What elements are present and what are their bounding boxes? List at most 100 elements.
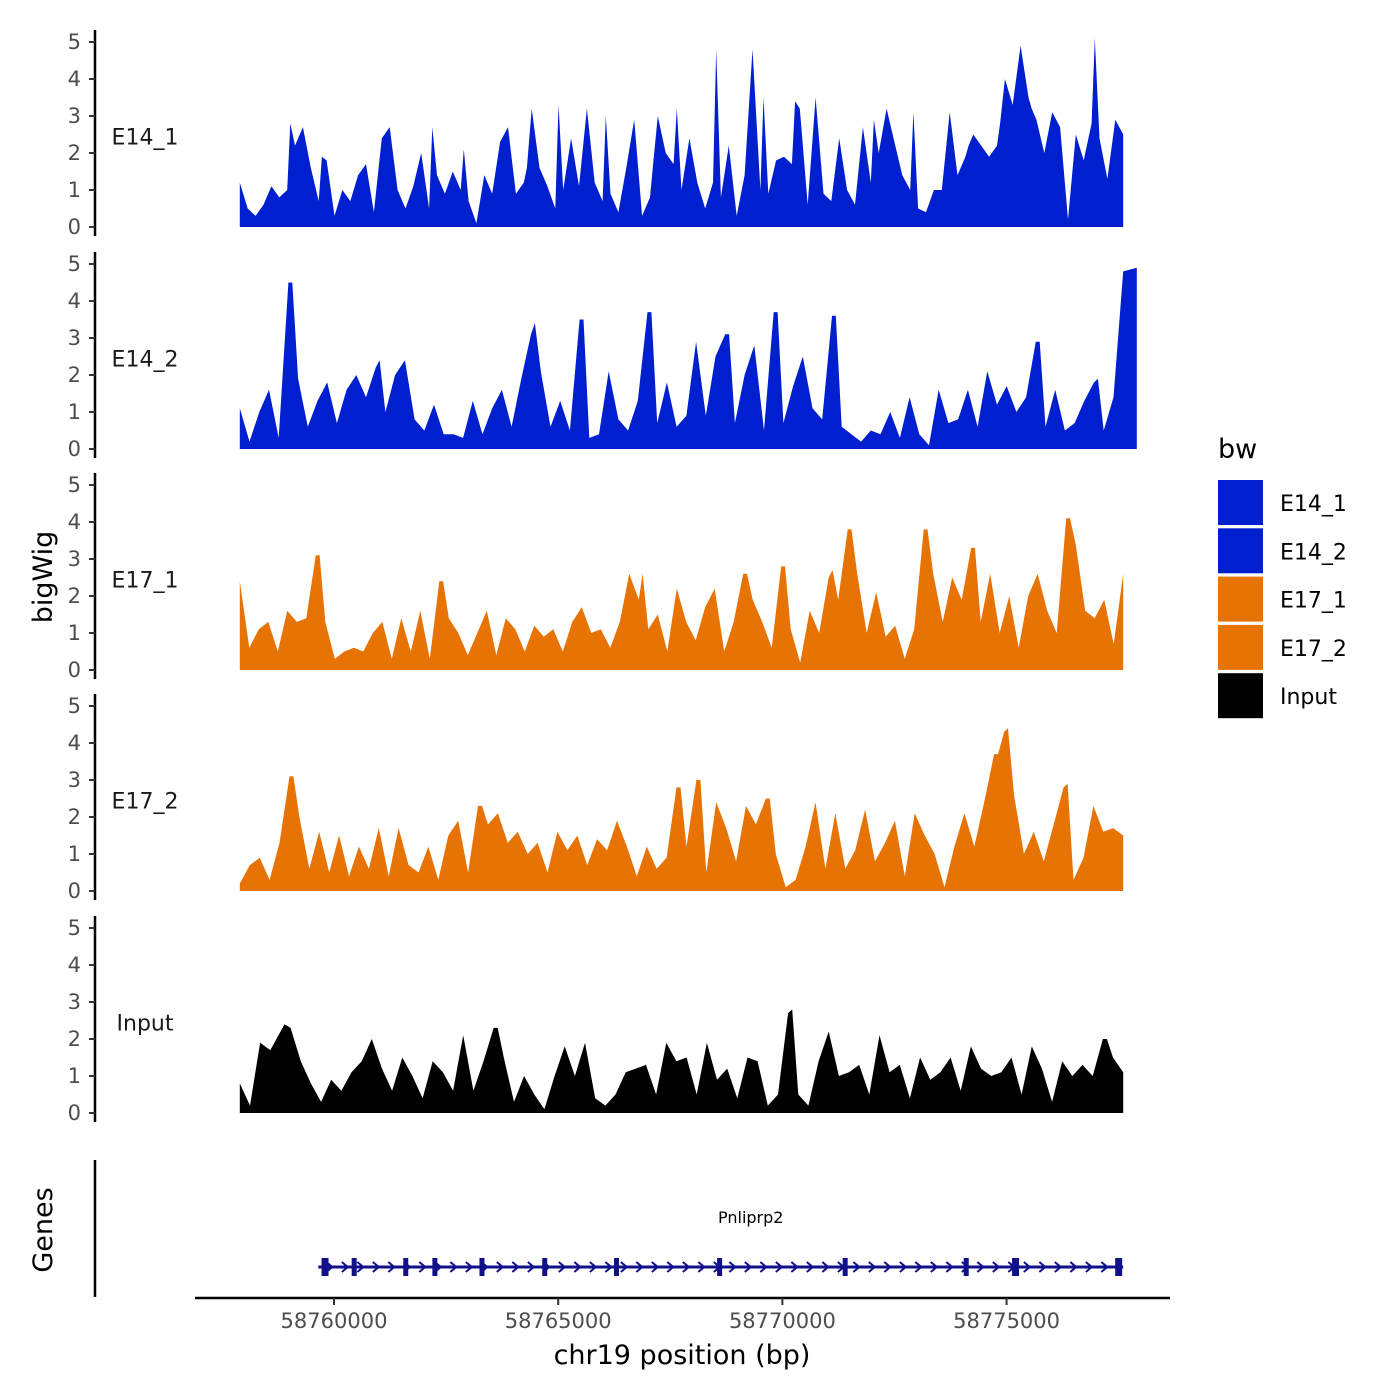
strand-arrow xyxy=(697,1261,706,1273)
y-tick-label: 5 xyxy=(68,916,81,940)
signal-area-E14_2 xyxy=(239,267,1137,449)
strand-arrow xyxy=(573,1261,582,1273)
bigwig-tracks: 0 1 2 3 4 5 E14_1 0 1 2 3 4 5 E14_2 0 1 2 3 4 5 E17_1 0 1 2 3 4 5 E… xyxy=(68,30,1137,1125)
strand-arrow xyxy=(1069,1261,1078,1273)
strand-arrow xyxy=(418,1261,427,1273)
y-tick-label: 4 xyxy=(68,731,81,755)
exon xyxy=(1012,1258,1020,1276)
legend-item-E17_2: E17_2 xyxy=(1218,624,1347,670)
exon xyxy=(432,1258,438,1276)
y-tick-label: 4 xyxy=(68,510,81,534)
y-tick-label: 0 xyxy=(68,1101,81,1125)
x-tick-label: 58765000 xyxy=(505,1309,612,1333)
legend-swatch xyxy=(1218,576,1263,622)
strand-arrow xyxy=(387,1261,396,1273)
y-tick-label: 3 xyxy=(68,990,81,1014)
y-tick-label: 2 xyxy=(68,1027,81,1051)
strand-arrow xyxy=(852,1261,861,1273)
strand-arrow xyxy=(775,1261,784,1273)
legend-label: E14_1 xyxy=(1280,492,1347,517)
exon xyxy=(717,1258,723,1276)
y-tick-label: 5 xyxy=(68,252,81,276)
x-axis: 58760000 58765000 58770000 58775000 xyxy=(195,1296,1170,1333)
track-Input: 0 1 2 3 4 5 Input xyxy=(68,916,1124,1125)
y-tick-label: 5 xyxy=(68,694,81,718)
strand-arrow xyxy=(666,1261,675,1273)
track-E17_2: 0 1 2 3 4 5 E17_2 xyxy=(68,694,1124,903)
legend-item-E17_1: E17_1 xyxy=(1218,576,1347,622)
y-tick-label: 2 xyxy=(68,584,81,608)
strand-arrow xyxy=(930,1261,939,1273)
strand-arrow xyxy=(558,1261,567,1273)
y-tick-label: 1 xyxy=(68,621,81,645)
y-tick-label: 2 xyxy=(68,805,81,829)
strand-arrow xyxy=(1054,1261,1063,1273)
strand-arrow xyxy=(1100,1261,1109,1273)
strand-arrow xyxy=(790,1261,799,1273)
track-label: E17_1 xyxy=(112,568,179,593)
y-tick-label: 1 xyxy=(68,842,81,866)
strand-arrow xyxy=(465,1261,474,1273)
signal-area-E17_2 xyxy=(239,728,1124,891)
legend-swatch xyxy=(1218,528,1263,574)
y-tick-label: 1 xyxy=(68,178,81,202)
legend-swatch xyxy=(1218,673,1263,719)
strand-arrow xyxy=(744,1261,753,1273)
strand-arrow xyxy=(728,1261,737,1273)
y-tick-label: 4 xyxy=(68,953,81,977)
track-label: Input xyxy=(117,1011,174,1036)
genes-axis-title: Genes xyxy=(28,1187,59,1272)
y-tick-label: 2 xyxy=(68,141,81,165)
legend-label: E17_2 xyxy=(1280,637,1347,662)
y-tick-label: 2 xyxy=(68,363,81,387)
y-tick-label: 5 xyxy=(68,30,81,54)
strand-arrow xyxy=(992,1261,1001,1273)
y-tick-label: 3 xyxy=(68,326,81,350)
legend-item-E14_1: E14_1 xyxy=(1218,480,1347,525)
strand-arrow xyxy=(341,1261,350,1273)
exon xyxy=(351,1258,357,1276)
exon xyxy=(542,1258,548,1276)
strand-arrow xyxy=(1038,1261,1047,1273)
y-tick-label: 5 xyxy=(68,473,81,497)
strand-arrow xyxy=(356,1261,365,1273)
strand-arrow xyxy=(620,1261,629,1273)
legend-item-E14_2: E14_2 xyxy=(1218,528,1347,574)
y-tick-label: 4 xyxy=(68,67,81,91)
exon xyxy=(963,1258,969,1276)
exon xyxy=(1115,1258,1123,1276)
signal-area-Input xyxy=(239,1009,1124,1113)
legend-title: bw xyxy=(1218,434,1257,465)
x-tick-label: 58760000 xyxy=(281,1309,388,1333)
strand-arrow xyxy=(511,1261,520,1273)
strand-arrow xyxy=(372,1261,381,1273)
track-label: E14_1 xyxy=(112,125,179,150)
y-tick-label: 0 xyxy=(68,658,81,682)
y-tick-label: 3 xyxy=(68,104,81,128)
y-tick-label: 3 xyxy=(68,547,81,571)
exon xyxy=(321,1258,329,1276)
strand-arrow xyxy=(1023,1261,1032,1273)
exon xyxy=(842,1258,848,1276)
y-tick-label: 0 xyxy=(68,437,81,461)
legend: bw E14_1 E14_2 E17_1 E17_2 Input xyxy=(1218,434,1347,719)
y-tick-label: 0 xyxy=(68,215,81,239)
track-E14_1: 0 1 2 3 4 5 E14_1 xyxy=(68,30,1124,239)
x-tick-label: 58770000 xyxy=(729,1309,836,1333)
y-tick-label: 3 xyxy=(68,768,81,792)
signal-area-E17_1 xyxy=(239,518,1124,670)
track-label: E14_2 xyxy=(112,347,179,372)
strand-arrow xyxy=(976,1261,985,1273)
track-label: E17_2 xyxy=(112,789,179,814)
strand-arrow xyxy=(868,1261,877,1273)
strand-arrow xyxy=(806,1261,815,1273)
legend-item-Input: Input xyxy=(1218,673,1337,719)
exon xyxy=(403,1258,409,1276)
x-tick-label: 58775000 xyxy=(953,1309,1060,1333)
strand-arrow xyxy=(651,1261,660,1273)
track-E17_1: 0 1 2 3 4 5 E17_1 xyxy=(68,473,1124,682)
strand-arrow xyxy=(883,1261,892,1273)
legend-label: E17_1 xyxy=(1280,589,1347,614)
y-tick-label: 1 xyxy=(68,400,81,424)
